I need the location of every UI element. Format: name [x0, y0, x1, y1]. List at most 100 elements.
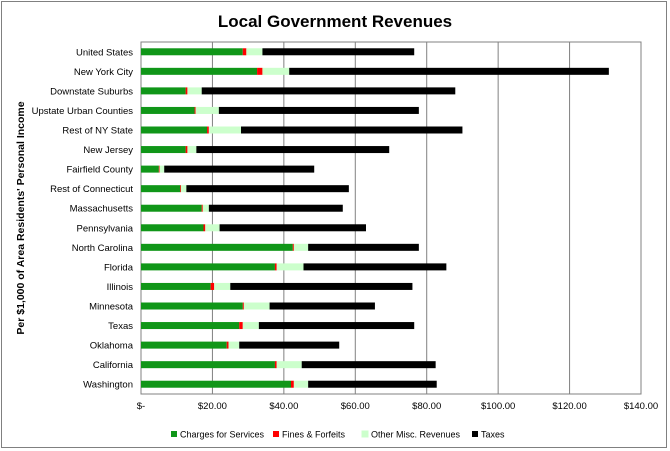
category-label: Rest of NY State	[62, 126, 133, 137]
bar-segment	[158, 165, 160, 173]
legend-swatch	[472, 431, 478, 437]
x-tick-label: $40.00	[269, 401, 298, 412]
category-label: Oklahoma	[90, 341, 134, 352]
x-tick-label: $-	[137, 401, 145, 412]
x-tick-label: $60.00	[341, 401, 370, 412]
x-tick-label: $20.00	[198, 401, 227, 412]
bar-segment	[141, 263, 275, 271]
bar-segment	[141, 380, 291, 388]
category-label: Florida	[104, 262, 134, 273]
category-label: Massachusetts	[70, 204, 134, 215]
category-label: California	[93, 360, 134, 371]
bar-segment	[185, 87, 188, 95]
category-label: Fairfield County	[66, 165, 133, 176]
bar-segment	[257, 67, 263, 75]
bar-segment	[208, 204, 343, 212]
bar-segment	[185, 146, 188, 154]
legend-swatch	[171, 431, 177, 437]
bar-segment	[141, 67, 258, 75]
bar-segment	[186, 185, 349, 193]
bar-segment	[187, 146, 197, 154]
bar-segment	[141, 243, 293, 251]
bar-segment	[141, 282, 211, 290]
bar-segment	[196, 146, 390, 154]
bar-segment	[289, 67, 609, 75]
bar-segment	[262, 67, 290, 75]
bar-segment	[291, 380, 294, 388]
bar-segment	[141, 224, 204, 232]
bar-segment	[141, 341, 227, 349]
bar-segment	[239, 341, 340, 349]
category-label: Minnesota	[89, 302, 134, 313]
bar-segment	[141, 302, 243, 310]
bar-segment	[242, 302, 244, 310]
bar-segment	[228, 341, 240, 349]
bar-segment	[194, 106, 196, 114]
bar-segment	[141, 185, 181, 193]
bar-segment	[262, 48, 415, 56]
plot-area	[140, 41, 642, 395]
bar-segment	[219, 224, 366, 232]
bar-segment	[195, 106, 219, 114]
x-tick-label: $140.00	[624, 401, 658, 412]
bar-segment	[303, 263, 447, 271]
category-label: North Carolina	[72, 243, 134, 254]
category-label: Texas	[108, 321, 133, 332]
bar-segment	[301, 361, 436, 369]
bar-segment	[181, 185, 187, 193]
legend-swatch	[273, 431, 279, 437]
legend-label: Charges for Services	[180, 430, 265, 440]
bar-segment	[230, 282, 413, 290]
bar-segment	[141, 204, 202, 212]
bar-segment	[241, 126, 463, 134]
bar-segment	[308, 243, 419, 251]
bar-segment	[202, 204, 209, 212]
bar-segment	[242, 48, 247, 56]
y-axis-label: Per $1,000 of Area Residents' Personal I…	[15, 101, 27, 334]
bar-segment	[269, 302, 375, 310]
bar-segment	[258, 322, 415, 330]
bar-segment	[239, 322, 243, 330]
x-tick-label: $120.00	[552, 401, 586, 412]
bar-segment	[276, 361, 302, 369]
category-label: New York City	[74, 67, 133, 78]
bar-segment	[164, 165, 315, 173]
bar-segment	[274, 263, 277, 271]
bar-segment	[141, 126, 208, 134]
legend-label: Other Misc. Revenues	[371, 430, 461, 440]
bar-segment	[201, 87, 456, 95]
bar-segment	[159, 165, 165, 173]
category-label: Washington	[83, 380, 133, 391]
x-tick-label: $80.00	[412, 401, 441, 412]
bar-segment	[141, 165, 159, 173]
x-tick-label: $100.00	[481, 401, 515, 412]
bar-segment	[141, 106, 195, 114]
bar-segment	[243, 302, 270, 310]
category-label: United States	[76, 47, 133, 58]
legend-swatch	[361, 430, 369, 438]
bar-segment	[201, 204, 203, 212]
bar-segment	[205, 224, 220, 232]
bar-segment	[214, 282, 231, 290]
category-label: Upstate Urban Counties	[32, 106, 134, 117]
bar-segment	[180, 185, 181, 193]
chart-title: Local Government Revenues	[218, 12, 452, 31]
category-label: Illinois	[107, 282, 134, 293]
category-label: New Jersey	[83, 145, 133, 156]
bar-segment	[276, 263, 304, 271]
bar-segment	[141, 48, 243, 56]
category-label: Pennsylvania	[76, 223, 133, 234]
bar-segment	[242, 322, 259, 330]
bar-segment	[141, 146, 186, 154]
bar-segment	[292, 243, 294, 251]
bar-segment	[141, 322, 240, 330]
bar-segment	[246, 48, 263, 56]
bar-segment	[218, 106, 419, 114]
legend-label: Fines & Forfeits	[282, 430, 346, 440]
bar-segment	[203, 224, 206, 232]
bar-segment	[293, 380, 309, 388]
bar-segment	[187, 87, 202, 95]
category-label: Rest of Connecticut	[50, 184, 133, 195]
bar-segment	[293, 243, 309, 251]
